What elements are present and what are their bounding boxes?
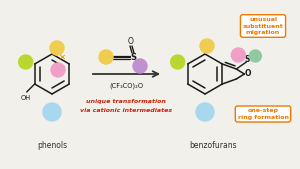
Text: S: S bbox=[130, 53, 136, 62]
Text: S: S bbox=[244, 55, 250, 65]
Circle shape bbox=[133, 59, 147, 73]
Circle shape bbox=[43, 103, 61, 121]
Text: benzofurans: benzofurans bbox=[189, 140, 237, 150]
Circle shape bbox=[231, 48, 245, 62]
Circle shape bbox=[196, 103, 214, 121]
Text: O: O bbox=[128, 38, 134, 46]
Circle shape bbox=[50, 41, 64, 55]
Circle shape bbox=[200, 39, 214, 53]
Text: one-step
ring formation: one-step ring formation bbox=[238, 108, 289, 120]
Text: via cationic intermediates: via cationic intermediates bbox=[80, 108, 172, 114]
Text: unique transformation: unique transformation bbox=[86, 99, 166, 103]
Text: O: O bbox=[245, 69, 252, 78]
Circle shape bbox=[19, 55, 33, 69]
Circle shape bbox=[99, 50, 113, 64]
Text: (CF₃CO)₂O: (CF₃CO)₂O bbox=[109, 83, 143, 89]
Circle shape bbox=[171, 55, 185, 69]
Circle shape bbox=[51, 63, 65, 77]
Text: ✕: ✕ bbox=[59, 53, 66, 62]
Text: unusual
substituent
migration: unusual substituent migration bbox=[243, 17, 284, 35]
Text: phenols: phenols bbox=[37, 140, 67, 150]
Text: OH: OH bbox=[21, 95, 31, 101]
Circle shape bbox=[249, 50, 261, 62]
